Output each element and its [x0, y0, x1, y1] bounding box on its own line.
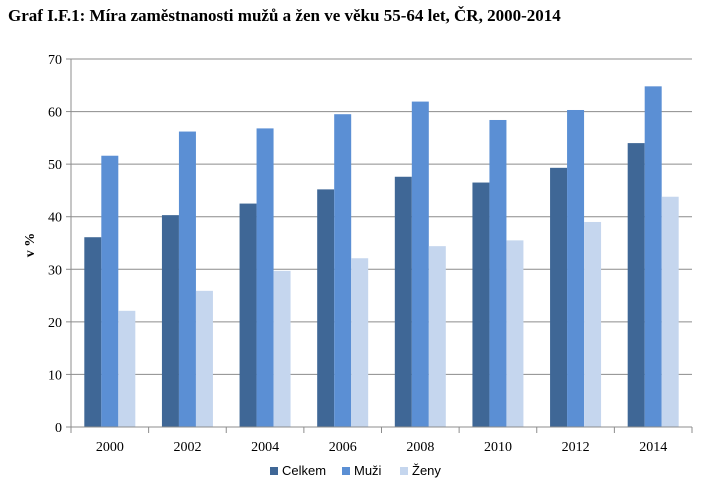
legend-swatch	[400, 467, 408, 475]
bar-ženy	[428, 246, 446, 427]
x-tick-label: 2010	[484, 440, 512, 455]
y-tick-labels: 0 10 20 30 40 50 60 70	[48, 53, 62, 436]
y-tick-label: 40	[48, 211, 62, 226]
bar-celkem	[627, 143, 645, 427]
legend-swatch	[270, 467, 278, 475]
bar-muži	[334, 114, 352, 427]
bar-ženy	[118, 310, 136, 427]
y-tick-label: 20	[48, 316, 62, 331]
x-tick-label: 2008	[406, 440, 434, 455]
x-tick-label: 2002	[173, 440, 201, 455]
bar-ženy	[506, 240, 524, 427]
bar-muži	[644, 86, 662, 427]
bar-ženy	[351, 258, 369, 427]
x-tick-label: 2006	[329, 440, 357, 455]
legend-label: Ženy	[412, 463, 441, 478]
bar-celkem	[317, 189, 335, 427]
axes	[66, 58, 693, 433]
legend: Celkem Muži Ženy	[270, 463, 441, 478]
bars	[84, 86, 679, 428]
x-tick-label: 2004	[251, 440, 279, 455]
legend-label: Muži	[354, 463, 382, 478]
x-tick-label: 2014	[639, 440, 667, 455]
y-tick-label: 70	[48, 53, 62, 68]
bar-celkem	[84, 237, 102, 427]
bar-celkem	[472, 182, 490, 427]
y-tick-label: 0	[55, 421, 62, 436]
bar-celkem	[394, 176, 412, 427]
y-tick-label: 50	[48, 158, 62, 173]
legend-label: Celkem	[282, 463, 326, 478]
bar-muži	[178, 131, 196, 427]
y-tick-label: 60	[48, 106, 62, 121]
y-axis-label: v %	[23, 233, 38, 258]
bar-muži	[411, 101, 429, 427]
chart-title: Graf I.F.1: Míra zaměstnanosti mužů a že…	[8, 6, 561, 25]
bar-ženy	[661, 196, 679, 427]
bar-celkem	[161, 215, 179, 427]
bar-muži	[101, 155, 119, 427]
bar-ženy	[273, 270, 291, 427]
bar-muži	[567, 109, 585, 427]
bar-muži	[489, 119, 507, 428]
bar-celkem	[239, 203, 257, 427]
y-tick-label: 30	[48, 263, 62, 278]
x-tick-labels: 2000 2002 2004 2006 2008 2010 2012 2014	[96, 440, 667, 455]
y-tick-label: 10	[48, 368, 62, 383]
x-tick-label: 2012	[562, 440, 590, 455]
legend-swatch	[342, 467, 350, 475]
bar-ženy	[195, 290, 213, 427]
bar-muži	[256, 128, 274, 427]
bar-ženy	[584, 221, 602, 427]
bar-celkem	[550, 167, 568, 427]
x-tick-label: 2000	[96, 440, 124, 455]
